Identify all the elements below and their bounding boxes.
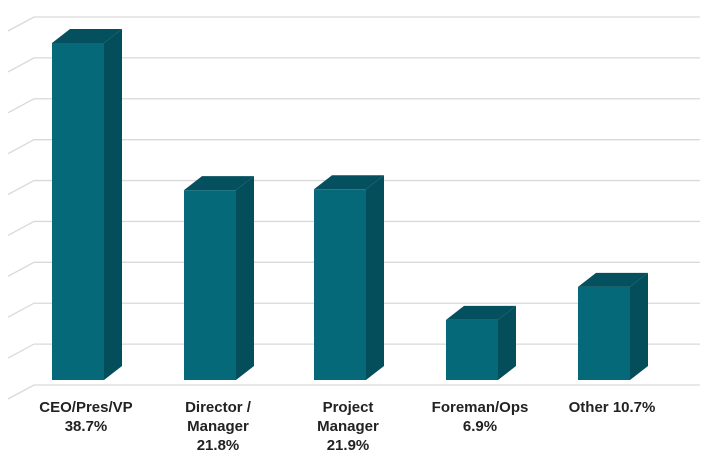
bar-3	[446, 305, 516, 380]
category-label-line: Manager	[317, 418, 379, 435]
bar-side	[104, 29, 122, 380]
category-label-line: Other 10.7%	[568, 399, 656, 416]
gridline	[7, 139, 700, 155]
category-label: Foreman/Ops 6.9%	[414, 398, 546, 436]
bar-side	[236, 176, 254, 380]
gridline	[7, 57, 700, 73]
bar-front	[446, 319, 498, 380]
bar-top	[184, 176, 254, 191]
gridline	[7, 98, 700, 114]
bars	[52, 29, 648, 380]
bar-4	[578, 272, 648, 380]
bar-front	[578, 286, 630, 380]
gridline	[7, 384, 700, 400]
category-label-line: 6.9%	[462, 418, 498, 435]
bar-top	[314, 175, 384, 190]
bar-0	[52, 29, 122, 380]
category-label-line: Manager	[187, 418, 249, 435]
bar-front	[314, 189, 366, 380]
category-label: Director / Manager 21.8%	[152, 398, 284, 455]
gridline	[7, 16, 700, 32]
gridline	[7, 179, 700, 196]
gridline	[7, 220, 700, 237]
gridline	[7, 261, 700, 277]
category-label: Project Manager 21.9%	[282, 398, 414, 455]
bar-side	[630, 272, 648, 380]
gridlines	[7, 16, 700, 400]
category-label-line: Foreman/Ops	[431, 399, 529, 416]
category-label: Other 10.7%	[546, 398, 678, 417]
bar-side	[366, 175, 384, 380]
category-label-line: 38.7%	[64, 418, 108, 435]
category-label-line: CEO/Pres/VP	[39, 399, 133, 416]
bar-1	[184, 176, 254, 380]
bar-top	[52, 29, 122, 43]
category-label-line: 21.8%	[196, 437, 240, 454]
gridline	[7, 302, 700, 318]
category-label-line: 21.9%	[326, 437, 370, 454]
category-label: CEO/Pres/VP 38.7%	[20, 398, 152, 436]
bar-2	[314, 175, 384, 380]
bar-side	[498, 305, 516, 380]
bar-top	[446, 305, 516, 320]
bar-top	[578, 272, 648, 287]
category-label-line: Director /	[185, 399, 251, 416]
category-label-line: Project	[322, 399, 374, 416]
bar-front	[52, 43, 104, 380]
bar-front	[184, 190, 236, 380]
